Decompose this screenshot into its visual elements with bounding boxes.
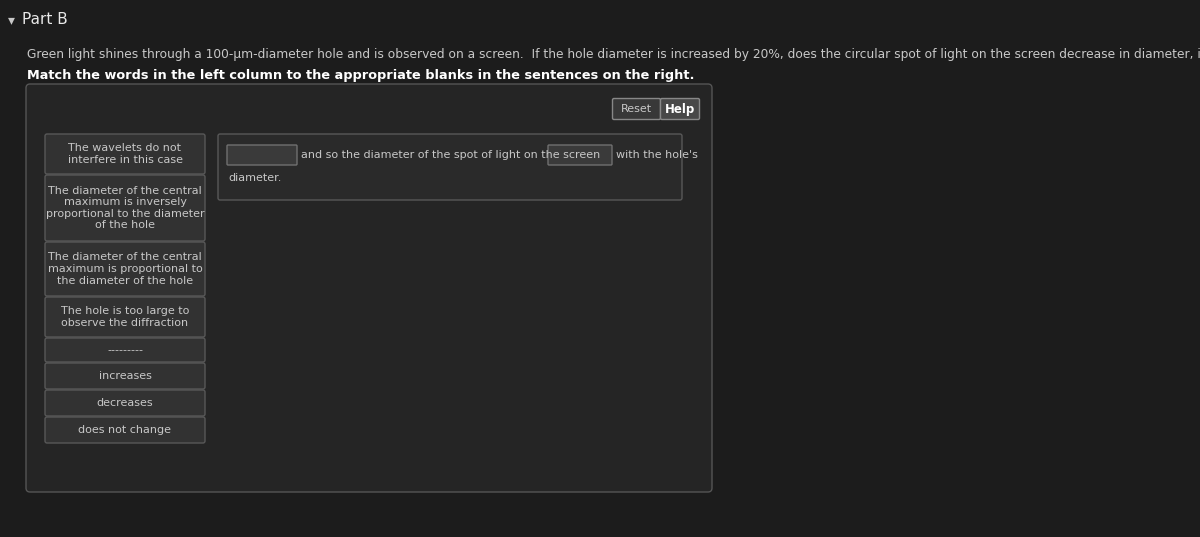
Text: The diameter of the central
maximum is inversely
proportional to the diameter
of: The diameter of the central maximum is i… bbox=[46, 186, 204, 230]
FancyBboxPatch shape bbox=[660, 98, 700, 120]
FancyBboxPatch shape bbox=[612, 98, 660, 120]
FancyBboxPatch shape bbox=[46, 363, 205, 389]
Text: The diameter of the central
maximum is proportional to
the diameter of the hole: The diameter of the central maximum is p… bbox=[48, 252, 203, 286]
Text: and so the diameter of the spot of light on the screen: and so the diameter of the spot of light… bbox=[301, 150, 600, 160]
FancyBboxPatch shape bbox=[46, 338, 205, 362]
FancyBboxPatch shape bbox=[46, 297, 205, 337]
Text: increases: increases bbox=[98, 371, 151, 381]
Text: Reset: Reset bbox=[620, 104, 652, 114]
Text: diameter.: diameter. bbox=[228, 173, 281, 183]
Text: Part B: Part B bbox=[22, 12, 67, 27]
Text: ---------: --------- bbox=[107, 345, 143, 355]
Text: The wavelets do not
interfere in this case: The wavelets do not interfere in this ca… bbox=[67, 143, 182, 165]
Text: ▾: ▾ bbox=[8, 13, 14, 27]
FancyBboxPatch shape bbox=[46, 390, 205, 416]
Text: Green light shines through a 100-μm-diameter hole and is observed on a screen.  : Green light shines through a 100-μm-diam… bbox=[28, 48, 1200, 61]
Text: decreases: decreases bbox=[97, 398, 154, 408]
FancyBboxPatch shape bbox=[46, 175, 205, 241]
FancyBboxPatch shape bbox=[218, 134, 682, 200]
Text: The hole is too large to
observe the diffraction: The hole is too large to observe the dif… bbox=[61, 306, 190, 328]
Text: Help: Help bbox=[665, 103, 695, 115]
FancyBboxPatch shape bbox=[548, 145, 612, 165]
FancyBboxPatch shape bbox=[227, 145, 298, 165]
Text: Match the words in the left column to the appropriate blanks in the sentences on: Match the words in the left column to th… bbox=[28, 69, 695, 82]
Text: does not change: does not change bbox=[78, 425, 172, 435]
FancyBboxPatch shape bbox=[26, 84, 712, 492]
FancyBboxPatch shape bbox=[46, 417, 205, 443]
FancyBboxPatch shape bbox=[46, 134, 205, 174]
Text: with the hole's: with the hole's bbox=[616, 150, 698, 160]
FancyBboxPatch shape bbox=[46, 242, 205, 296]
